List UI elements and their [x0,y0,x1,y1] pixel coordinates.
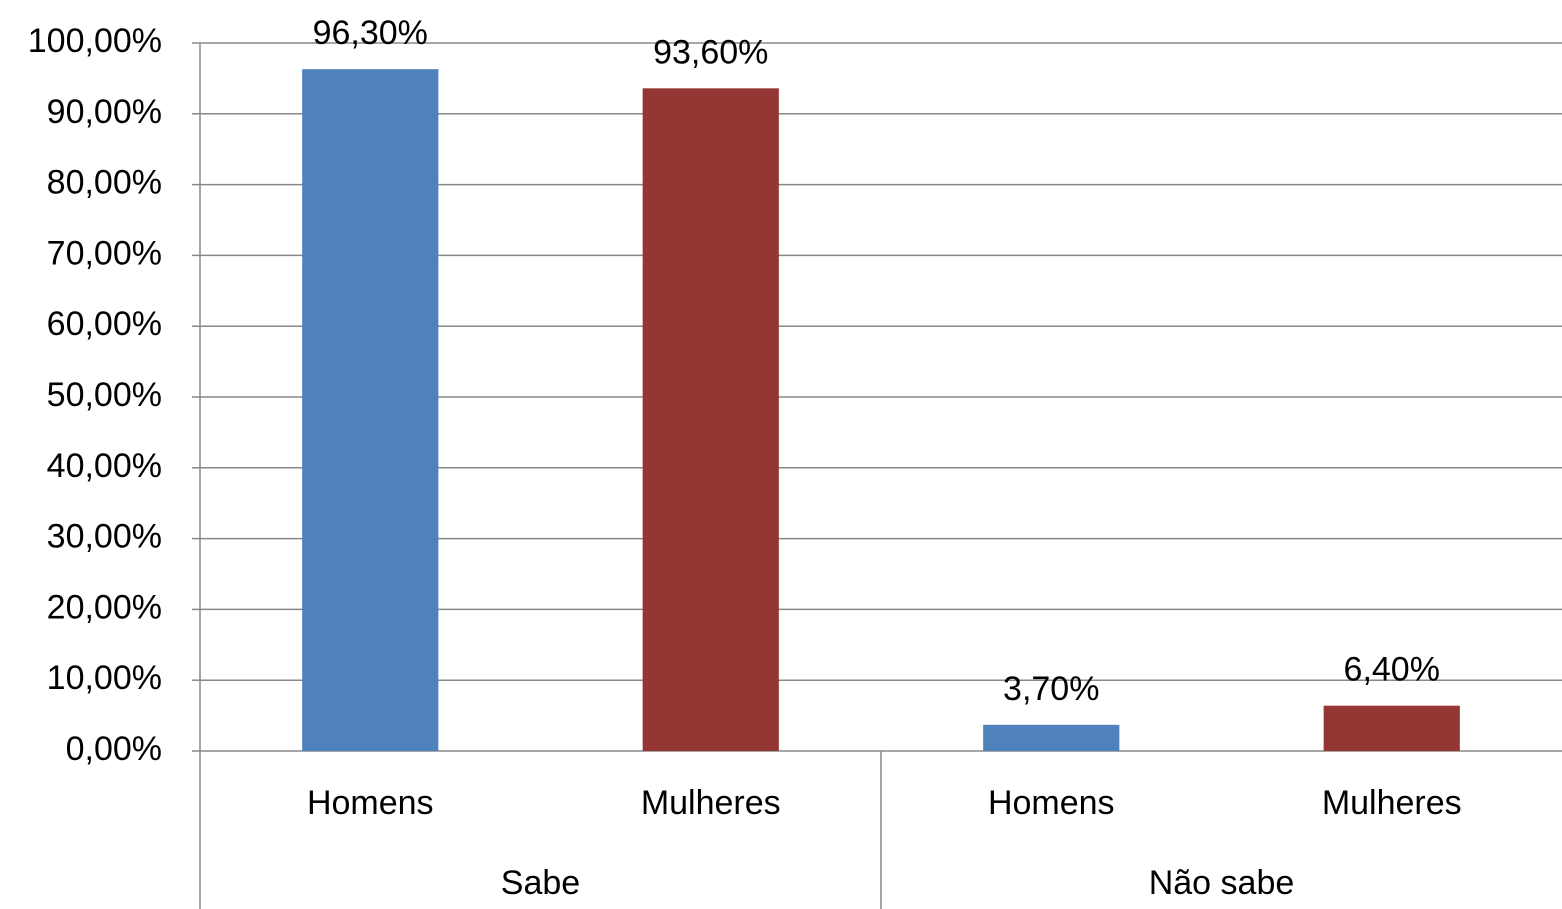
value-label: 3,70% [1003,670,1099,708]
y-tick-label: 40,00% [47,447,162,485]
group-label: Sabe [501,864,580,902]
y-tick-label: 70,00% [47,234,162,272]
bar [302,69,439,752]
bar [642,88,779,751]
y-tick-label: 80,00% [47,164,162,202]
value-label: 93,60% [653,33,768,71]
y-tick-label: 30,00% [47,518,162,556]
x-tick-label: Mulheres [1322,784,1462,822]
bar [983,724,1120,751]
y-tick-label: 90,00% [47,93,162,131]
y-tick-label: 20,00% [47,588,162,626]
x-tick-label: Homens [988,784,1115,822]
bar [1323,705,1460,751]
value-label: 96,30% [313,14,428,52]
y-tick-label: 50,00% [47,376,162,414]
y-tick-label: 0,00% [66,730,162,768]
x-tick-label: Mulheres [641,784,781,822]
x-tick-label: Homens [307,784,434,822]
y-tick-label: 10,00% [47,659,162,697]
y-tick-label: 100,00% [28,22,162,60]
group-label: Não sabe [1149,864,1295,902]
y-tick-label: 60,00% [47,305,162,343]
value-label: 6,40% [1344,651,1440,689]
